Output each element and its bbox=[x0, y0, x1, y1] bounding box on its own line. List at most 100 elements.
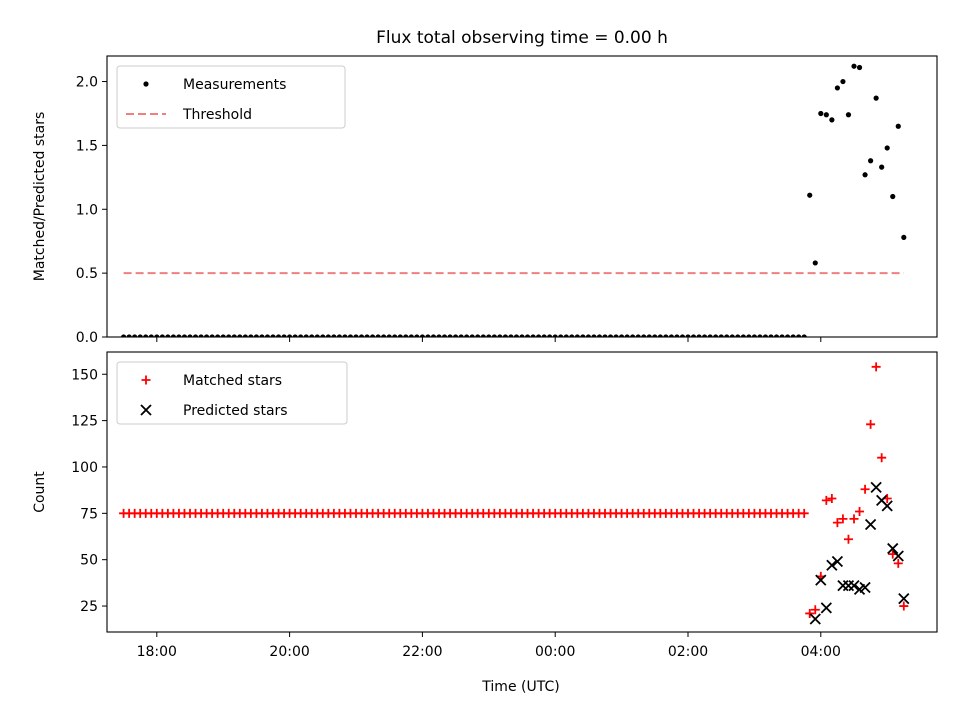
data-point bbox=[619, 334, 625, 337]
matched-marker bbox=[810, 605, 820, 615]
data-point bbox=[630, 334, 636, 337]
predicted-marker bbox=[820, 602, 832, 614]
data-point bbox=[773, 334, 780, 337]
matched-marker bbox=[799, 508, 809, 518]
data-point bbox=[192, 334, 199, 337]
data-point bbox=[785, 334, 791, 337]
data-point bbox=[336, 334, 342, 337]
data-point bbox=[469, 334, 475, 337]
data-point bbox=[829, 117, 835, 123]
data-point bbox=[486, 334, 492, 337]
predicted-marker bbox=[892, 550, 904, 562]
matched-marker bbox=[832, 518, 842, 528]
data-point bbox=[641, 334, 647, 337]
data-point bbox=[702, 334, 708, 337]
data-point bbox=[259, 334, 265, 337]
legend-label: Threshold bbox=[182, 107, 252, 123]
data-point bbox=[790, 334, 796, 337]
x-tick-label: 04:00 bbox=[801, 644, 841, 660]
data-point bbox=[325, 334, 331, 337]
data-point bbox=[364, 334, 370, 337]
data-point bbox=[253, 334, 259, 337]
series-predicted-stars bbox=[809, 481, 910, 625]
data-point bbox=[890, 193, 896, 200]
y-tick-label: 1.0 bbox=[76, 202, 98, 218]
matched-marker bbox=[805, 608, 815, 618]
data-point bbox=[574, 334, 580, 337]
data-point bbox=[342, 334, 348, 337]
y-tick-label: 125 bbox=[71, 414, 98, 430]
data-point bbox=[303, 334, 309, 337]
data-point bbox=[231, 334, 237, 337]
data-point bbox=[170, 334, 176, 337]
figure-title: Flux total observing time = 0.00 h bbox=[376, 28, 668, 48]
data-point bbox=[370, 334, 376, 337]
data-point bbox=[508, 334, 514, 337]
data-point bbox=[226, 334, 232, 337]
matched-marker bbox=[849, 514, 859, 524]
data-point bbox=[735, 334, 741, 337]
data-point bbox=[237, 334, 243, 337]
data-point bbox=[298, 334, 304, 337]
data-point bbox=[137, 334, 143, 337]
data-point bbox=[204, 334, 210, 337]
data-point bbox=[746, 334, 752, 337]
data-point bbox=[801, 334, 807, 337]
data-point bbox=[724, 334, 730, 337]
ratio-panel: 0.0 0.5 1.0 1.5 2.0 Matched/Predicted stars Me… bbox=[32, 55, 938, 346]
data-point bbox=[796, 334, 802, 337]
y-tick-label: 75 bbox=[80, 506, 98, 522]
data-point bbox=[425, 334, 431, 337]
data-point bbox=[779, 334, 785, 337]
predicted-marker bbox=[848, 580, 860, 592]
data-point bbox=[569, 334, 575, 337]
data-point bbox=[818, 110, 824, 117]
data-point bbox=[834, 85, 841, 91]
data-point bbox=[674, 334, 680, 337]
predicted-marker bbox=[870, 481, 882, 494]
predicted-marker bbox=[898, 592, 910, 605]
x-tick-label: 22:00 bbox=[402, 644, 442, 660]
data-point bbox=[530, 334, 536, 337]
data-point bbox=[386, 334, 392, 337]
matched-marker bbox=[855, 506, 865, 516]
data-point bbox=[220, 334, 226, 337]
series-matched-stars bbox=[119, 362, 909, 618]
data-point bbox=[740, 334, 746, 337]
y-tick-label: 50 bbox=[80, 553, 98, 569]
data-point bbox=[823, 112, 829, 118]
data-point bbox=[547, 334, 553, 337]
data-point bbox=[873, 95, 879, 101]
data-point bbox=[751, 334, 757, 337]
data-point bbox=[768, 334, 774, 337]
legend-marker bbox=[141, 375, 151, 385]
y-tick-label: 150 bbox=[71, 367, 98, 383]
data-point bbox=[685, 334, 691, 337]
data-point bbox=[884, 145, 890, 151]
data-point bbox=[513, 334, 520, 337]
data-point bbox=[845, 112, 852, 118]
data-point bbox=[480, 334, 486, 337]
data-point bbox=[851, 63, 857, 69]
data-point bbox=[652, 334, 658, 337]
matched-marker bbox=[827, 493, 837, 503]
data-point bbox=[563, 334, 569, 337]
legend: Measurements Threshold bbox=[116, 65, 346, 129]
data-point bbox=[580, 334, 586, 337]
matched-marker bbox=[877, 453, 887, 463]
y-tick-label: 1.5 bbox=[76, 138, 98, 154]
matched-marker bbox=[893, 558, 903, 568]
predicted-marker bbox=[864, 518, 877, 531]
data-point bbox=[524, 334, 531, 337]
data-point bbox=[690, 334, 697, 337]
data-point bbox=[762, 334, 769, 337]
count-panel: 25 50 75 100 125 150 18:00 20:00 22:00 00:00 02:00… bbox=[32, 351, 938, 660]
data-point bbox=[552, 334, 558, 337]
data-point bbox=[679, 334, 686, 337]
data-point bbox=[264, 334, 271, 337]
data-point bbox=[198, 334, 204, 337]
x-axis-label: Time (UTC) bbox=[481, 679, 559, 695]
data-point bbox=[856, 64, 863, 71]
data-point bbox=[148, 334, 154, 337]
